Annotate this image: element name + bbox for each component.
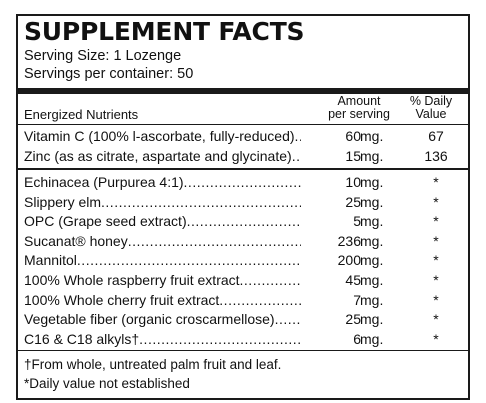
nutrient-row: Mannitol................................… (24, 252, 464, 271)
nutrient-name: 100% Whole cherry fruit extract.........… (24, 292, 344, 308)
nutrient-amount: 15 (301, 147, 361, 164)
servings-per-container: Servings per container: 50 (24, 66, 194, 82)
nutrient-unit: mg. (360, 193, 384, 210)
nutrient-name-text: 100% Whole raspberry fruit extract (24, 272, 240, 288)
nutrient-name: 100% Whole raspberry fruit extract......… (24, 272, 344, 288)
nutrient-row: Echinacea (Purpurea 4:1)................… (24, 174, 464, 193)
header-thick-rule (18, 88, 468, 94)
nutrient-name: Vegetable fiber (organic croscarmellose)… (24, 311, 344, 327)
nutrient-name: Zinc (as as citrate, aspartate and glyci… (24, 148, 344, 164)
nutrient-row: Slippery elm............................… (24, 193, 464, 213)
nutrient-amount: 7 (301, 291, 361, 308)
nutrient-unit: mg. (360, 252, 384, 269)
nutrient-row: Vitamin C (100% l-ascorbate, fully-reduc… (24, 128, 464, 147)
nutrient-name-text: Slippery elm (24, 193, 102, 210)
nutrient-amount: 45 (301, 272, 361, 288)
nutrient-daily-value: * (433, 311, 439, 328)
nutrient-row: Sucanat® honey..........................… (24, 232, 464, 252)
nutrient-amount: 236 (301, 232, 361, 249)
nutrient-name: C16 & C18 alkyls†.......................… (24, 331, 344, 347)
nutrient-name: Mannitol................................… (24, 252, 344, 268)
nutrient-daily-value: * (433, 193, 439, 210)
nutrient-name: Sucanat® honey..........................… (24, 233, 344, 249)
nutrient-name-text: Vegetable fiber (organic croscarmellose) (24, 311, 275, 328)
nutrient-daily-value: * (433, 272, 439, 288)
supplement-facts-panel: SUPPLEMENT FACTS Serving Size: 1 Lozenge… (16, 14, 470, 400)
panel-title: SUPPLEMENT FACTS (24, 17, 305, 46)
nutrient-row: Vegetable fiber (organic croscarmellose)… (24, 311, 464, 330)
nutrient-daily-value: 136 (424, 147, 448, 164)
nutrient-name-text: Vitamin C (100% l-ascorbate, fully-reduc… (24, 128, 295, 144)
nutrient-name-text: C16 & C18 alkyls† (24, 330, 140, 347)
nutrient-daily-value: * (433, 291, 439, 308)
header-rule (18, 124, 468, 125)
nutrient-row: OPC (Grape seed extract)................… (24, 213, 464, 232)
nutrient-daily-value: 67 (428, 128, 444, 144)
dot-leader: ........................................… (127, 232, 344, 249)
nutrient-name-text: OPC (Grape seed extract) (24, 213, 187, 230)
nutrient-name: Echinacea (Purpurea 4:1)................… (24, 174, 344, 190)
nutrient-unit: mg. (360, 147, 384, 164)
group-divider (18, 168, 468, 170)
dot-leader: ........................................… (139, 330, 344, 347)
nutrient-row: 100% Whole cherry fruit extract.........… (24, 291, 464, 311)
amount-header-line2: per serving (328, 107, 390, 121)
nutrient-unit: mg. (360, 311, 384, 328)
footnote-asterisk: *Daily value not established (24, 376, 190, 391)
dot-leader: ........................................… (76, 252, 344, 269)
nutrient-name: Vitamin C (100% l-ascorbate, fully-reduc… (24, 128, 344, 144)
dv-header: % Daily Value (400, 95, 462, 121)
nutrient-name: Slippery elm............................… (24, 194, 344, 210)
nutrient-daily-value: * (433, 232, 439, 249)
nutrients-header: Energized Nutrients (24, 107, 139, 122)
footnote-dagger: †From whole, untreated palm fruit and le… (24, 357, 282, 372)
nutrient-unit: mg. (360, 128, 384, 144)
amount-header-line1: Amount (337, 94, 381, 108)
nutrient-row: 100% Whole raspberry fruit extract......… (24, 272, 464, 291)
dot-leader: ........................................… (101, 193, 344, 210)
nutrient-unit: mg. (360, 213, 384, 230)
serving-size: Serving Size: 1 Lozenge (24, 48, 182, 64)
nutrient-row: C16 & C18 alkyls†.......................… (24, 330, 464, 350)
nutrient-amount: 6 (301, 330, 361, 347)
footnote-rule (18, 350, 468, 351)
nutrient-name-text: Sucanat® honey (24, 232, 128, 249)
nutrient-daily-value: * (433, 213, 439, 230)
nutrient-name-text: Zinc (as as citrate, aspartate and glyci… (24, 147, 292, 164)
nutrient-name-text: 100% Whole cherry fruit extract (24, 291, 220, 308)
nutrient-daily-value: * (433, 174, 439, 190)
nutrient-name-text: Mannitol (24, 252, 77, 269)
dv-header-line1: % Daily (409, 94, 453, 108)
amount-header: Amount per serving (322, 95, 396, 121)
nutrient-amount: 200 (301, 252, 361, 269)
nutrient-name-text: Echinacea (Purpurea 4:1) (24, 174, 184, 190)
nutrient-amount: 5 (301, 213, 361, 230)
nutrient-unit: mg. (360, 174, 384, 190)
nutrient-amount: 25 (301, 311, 361, 328)
nutrient-amount: 60 (301, 128, 361, 144)
nutrient-amount: 25 (301, 193, 361, 210)
nutrient-daily-value: * (433, 252, 439, 269)
nutrient-unit: mg. (360, 330, 384, 347)
nutrient-daily-value: * (433, 330, 439, 347)
nutrient-unit: mg. (360, 291, 384, 308)
nutrient-row: Zinc (as as citrate, aspartate and glyci… (24, 147, 464, 167)
nutrient-unit: mg. (360, 272, 384, 288)
nutrient-amount: 10 (301, 174, 361, 190)
nutrient-unit: mg. (360, 232, 384, 249)
dv-header-line2: Value (415, 107, 447, 121)
nutrient-name: OPC (Grape seed extract)................… (24, 213, 344, 229)
